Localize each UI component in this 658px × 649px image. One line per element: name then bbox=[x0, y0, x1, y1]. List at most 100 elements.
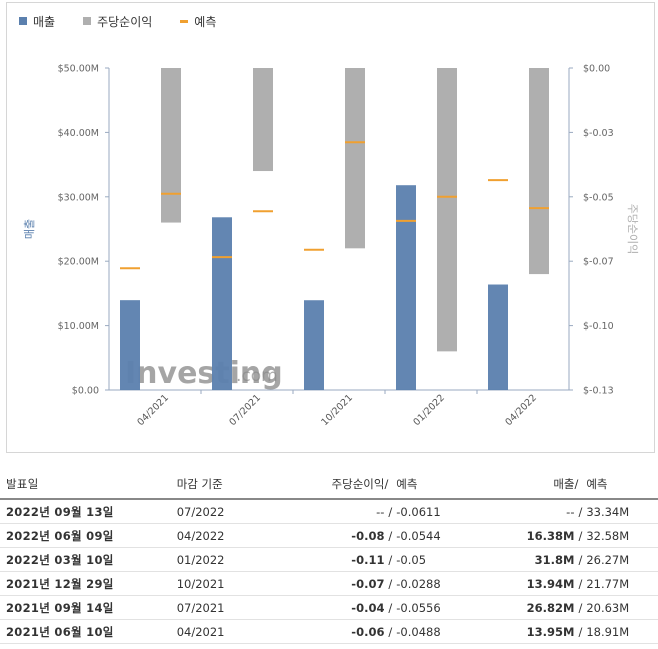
table-header-row: 발표일 마감 기준 주당순이익 / 예측 매출 / 예측 bbox=[0, 470, 658, 500]
x-tick-label: 10/2021 bbox=[319, 392, 355, 428]
chart-legend: 매출 주당순이익 예측 bbox=[19, 12, 244, 30]
row-eps-forecast: -0.0544 bbox=[396, 523, 505, 548]
revenue-bar bbox=[488, 284, 508, 390]
row-slash: / bbox=[384, 547, 397, 572]
eps-bar bbox=[345, 68, 365, 249]
row-date: 2022년 06월 09일 bbox=[0, 523, 177, 548]
header-eps[interactable]: 주당순이익 bbox=[303, 470, 385, 500]
row-period: 10/2021 bbox=[176, 571, 304, 596]
row-slash: / bbox=[384, 571, 397, 596]
revenue-bar bbox=[212, 217, 232, 390]
row-eps-forecast: -0.0556 bbox=[396, 595, 505, 620]
row-slash: / bbox=[574, 571, 587, 596]
header-date[interactable]: 발표일 bbox=[0, 470, 177, 500]
left-tick-label: $40.00M bbox=[58, 128, 99, 139]
right-tick-label: $-0.10 bbox=[583, 321, 614, 332]
table-row: 2021년 09월 14일 07/2021 -0.04/-0.0556 26.82M /… bbox=[0, 595, 658, 620]
row-date: 2021년 09월 14일 bbox=[0, 595, 177, 620]
header-slash: / bbox=[574, 470, 587, 500]
row-slash: / bbox=[384, 499, 397, 524]
left-tick-label: $10.00M bbox=[58, 321, 99, 332]
right-tick-label: $-0.13 bbox=[583, 386, 614, 397]
table-row: 2021년 06월 10일 04/2021 -0.06/-0.0488 13.95M /… bbox=[0, 619, 658, 644]
row-revenue: 13.95M bbox=[504, 619, 575, 644]
row-slash: / bbox=[384, 595, 397, 620]
row-date: 2021년 12월 29일 bbox=[0, 571, 177, 596]
row-eps: -0.08 bbox=[303, 523, 385, 548]
row-slash: / bbox=[384, 619, 397, 644]
row-slash: / bbox=[574, 547, 587, 572]
left-tick-label: $20.00M bbox=[58, 257, 99, 268]
header-slash: / bbox=[384, 470, 397, 500]
header-revenue-forecast: 예측 bbox=[586, 470, 658, 500]
eps-bar bbox=[437, 68, 457, 352]
legend-label-forecast: 예측 bbox=[194, 14, 217, 29]
row-period: 07/2021 bbox=[176, 595, 304, 620]
row-date: 2022년 03월 10일 bbox=[0, 547, 177, 572]
row-revenue-forecast: 33.34M bbox=[586, 499, 658, 524]
row-revenue: 31.8M bbox=[504, 547, 575, 572]
eps-bar bbox=[253, 68, 273, 172]
legend-swatch-revenue bbox=[19, 17, 27, 25]
right-axis-title: 주당순이익 bbox=[626, 204, 639, 255]
row-eps-forecast: -0.0288 bbox=[396, 571, 505, 596]
header-period[interactable]: 마감 기준 bbox=[176, 470, 304, 500]
row-eps-forecast: -0.0488 bbox=[396, 619, 505, 644]
x-tick-label: 04/2021 bbox=[135, 392, 171, 428]
row-eps: -0.07 bbox=[303, 571, 385, 596]
x-tick-label: 07/2021 bbox=[227, 392, 263, 428]
left-tick-label: $50.00M bbox=[58, 64, 99, 75]
table-body: 2022년 09월 13일 07/2022 -- / -0.0611 --/33.34M 2… bbox=[0, 499, 658, 644]
row-period: 01/2022 bbox=[176, 547, 304, 572]
earnings-chart: $0.00 $10.00M $20.00M $30.00M $40.00M $50.00M… bbox=[23, 64, 639, 429]
left-axis-title: 매출 bbox=[23, 219, 36, 239]
row-eps: -- bbox=[303, 499, 385, 524]
legend-swatch-eps bbox=[83, 17, 92, 25]
table-row: 2021년 12월 29일 10/2021 -0.07/-0.0288 13.94M /… bbox=[0, 571, 658, 596]
legend-item-eps[interactable]: 주당순이익 bbox=[83, 13, 152, 30]
legend-item-revenue[interactable]: 매출 bbox=[19, 13, 55, 30]
row-revenue-forecast: 18.91M bbox=[586, 619, 658, 644]
table-row: 2022년 09월 13일 07/2022 -- / -0.0611 --/33.34M bbox=[0, 499, 658, 524]
row-slash: / bbox=[574, 619, 587, 644]
legend-swatch-forecast bbox=[180, 19, 189, 23]
row-revenue: 13.94M bbox=[504, 571, 575, 596]
eps-bar bbox=[161, 68, 181, 223]
legend-label-revenue: 매출 bbox=[33, 14, 56, 29]
chart-container: 매출 주당순이익 예측 $0.00 $10.00M $20.00M $30.00M $4… bbox=[6, 2, 655, 453]
legend-label-eps: 주당순이익 bbox=[97, 14, 153, 29]
legend-item-forecast[interactable]: 예측 bbox=[180, 13, 216, 30]
row-revenue-forecast: 20.63M bbox=[586, 595, 658, 620]
row-date: 2022년 09월 13일 bbox=[0, 499, 177, 524]
row-revenue-forecast: 26.27M bbox=[586, 547, 658, 572]
row-slash: / bbox=[574, 523, 587, 548]
row-period: 04/2021 bbox=[176, 619, 304, 644]
row-slash: / bbox=[384, 523, 397, 548]
right-tick-label: $-0.07 bbox=[583, 257, 614, 268]
row-period: 04/2022 bbox=[176, 523, 304, 548]
revenue-bar bbox=[396, 185, 416, 390]
right-tick-label: $0.00 bbox=[583, 64, 610, 75]
watermark-logo-suffix: .com bbox=[236, 366, 278, 386]
row-revenue: 16.38M bbox=[504, 523, 575, 548]
revenue-bar bbox=[120, 300, 140, 390]
row-revenue: 26.82M bbox=[504, 595, 575, 620]
right-tick-label: $-0.03 bbox=[583, 128, 614, 139]
row-revenue-forecast: 32.58M bbox=[586, 523, 658, 548]
row-revenue-forecast: 21.77M bbox=[586, 571, 658, 596]
row-slash: / bbox=[574, 499, 587, 524]
revenue-bar bbox=[304, 300, 324, 390]
row-slash: / bbox=[574, 595, 587, 620]
row-eps: -0.04 bbox=[303, 595, 385, 620]
x-tick-label: 01/2022 bbox=[411, 392, 447, 428]
row-date: 2021년 06월 10일 bbox=[0, 619, 177, 644]
row-eps: -0.06 bbox=[303, 619, 385, 644]
header-revenue[interactable]: 매출 bbox=[504, 470, 575, 500]
row-eps: -0.11 bbox=[303, 547, 385, 572]
row-eps-forecast: -0.05 bbox=[396, 547, 505, 572]
row-eps-forecast: -0.0611 bbox=[396, 499, 505, 524]
header-eps-forecast: 예측 bbox=[396, 470, 505, 500]
watermark-logo: Investing bbox=[125, 356, 283, 391]
table-row: 2022년 03월 10일 01/2022 -0.11/-0.05 31.8M/26.… bbox=[0, 547, 658, 572]
earnings-table: 발표일 마감 기준 주당순이익 / 예측 매출 / 예측 2022년 09월 1… bbox=[0, 470, 658, 644]
